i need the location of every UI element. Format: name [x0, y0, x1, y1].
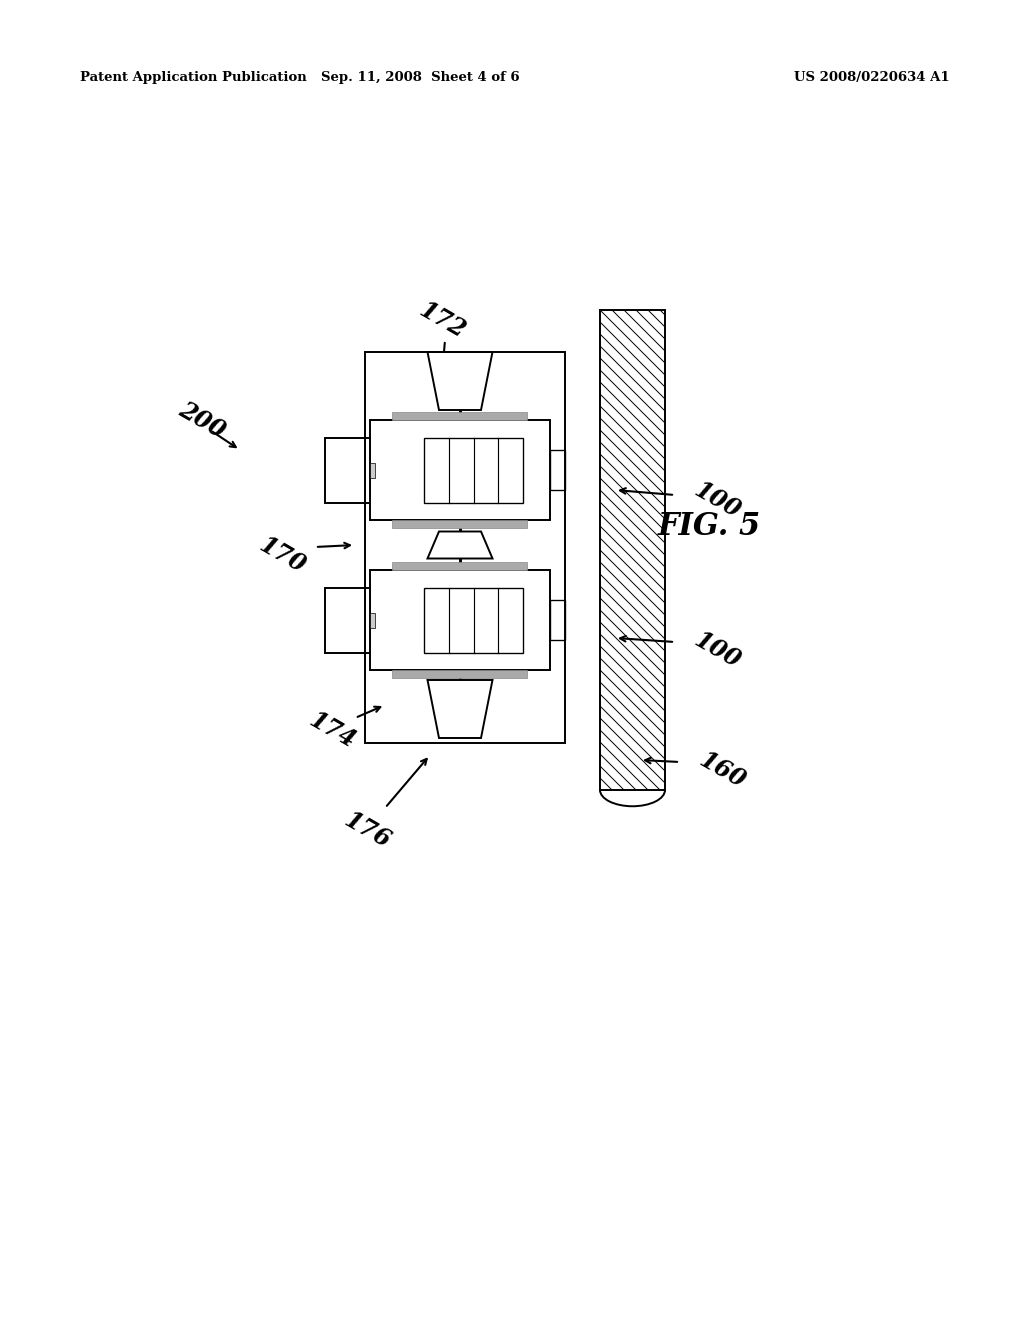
Bar: [325, 437, 370, 503]
Bar: [424, 587, 523, 652]
Bar: [365, 352, 565, 743]
Text: 200: 200: [175, 397, 229, 442]
Text: US 2008/0220634 A1: US 2008/0220634 A1: [795, 71, 950, 84]
Bar: [391, 520, 526, 528]
Polygon shape: [427, 532, 493, 558]
Text: 172: 172: [415, 297, 470, 343]
Text: 176: 176: [340, 808, 395, 853]
Bar: [325, 587, 370, 652]
Bar: [600, 310, 665, 789]
Text: FIG. 5: FIG. 5: [658, 511, 761, 543]
Text: 100: 100: [690, 478, 744, 523]
Text: Sep. 11, 2008  Sheet 4 of 6: Sep. 11, 2008 Sheet 4 of 6: [321, 71, 519, 84]
Bar: [370, 612, 375, 627]
Bar: [424, 437, 523, 503]
Text: 160: 160: [695, 747, 750, 793]
Bar: [370, 570, 550, 671]
Text: 170: 170: [255, 532, 310, 578]
Bar: [550, 450, 565, 490]
Text: 174: 174: [305, 708, 359, 752]
Bar: [370, 420, 550, 520]
Bar: [391, 412, 526, 420]
Bar: [391, 671, 526, 678]
Bar: [550, 601, 565, 640]
Text: 100: 100: [690, 627, 744, 673]
Text: Patent Application Publication: Patent Application Publication: [80, 71, 307, 84]
Polygon shape: [427, 352, 493, 411]
Polygon shape: [427, 680, 493, 738]
Bar: [391, 562, 526, 570]
Bar: [370, 462, 375, 478]
